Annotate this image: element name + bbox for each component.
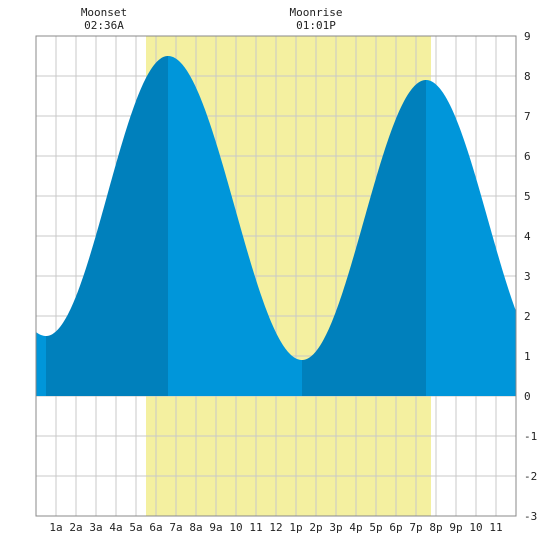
x-tick-label: 2p: [309, 521, 322, 534]
x-tick-label: 3a: [89, 521, 102, 534]
x-tick-label: 8a: [189, 521, 202, 534]
y-tick-label: 8: [524, 70, 531, 83]
x-tick-label: 10: [469, 521, 482, 534]
moonset-label: Moonset: [81, 6, 127, 19]
x-tick-label: 1a: [49, 521, 62, 534]
x-tick-label: 5p: [369, 521, 382, 534]
x-tick-label: 2a: [69, 521, 82, 534]
y-tick-label: -2: [524, 470, 537, 483]
y-tick-label: 1: [524, 350, 531, 363]
x-tick-label: 11: [489, 521, 502, 534]
moonrise-label: Moonrise: [290, 6, 343, 19]
y-tick-label: 0: [524, 390, 531, 403]
tide-segment-ebb: [168, 56, 302, 396]
x-tick-labels: 1a 2a 3a 4a 5a 6a 7a 8a 9a 10 11 12 1p 2p 3p 4p 5p 6p 7p 8p…: [49, 521, 502, 534]
y-tick-label: 7: [524, 110, 531, 123]
x-tick-label: 6p: [389, 521, 402, 534]
moonrise-time: 01:01P: [296, 19, 336, 32]
x-tick-label: 6a: [149, 521, 162, 534]
y-tick-label: -1: [524, 430, 537, 443]
tide-area: [36, 56, 516, 396]
y-tick-label: 9: [524, 30, 531, 43]
tide-segment-flood: [302, 80, 426, 396]
x-tick-label: 7p: [409, 521, 422, 534]
x-tick-label: 10: [229, 521, 242, 534]
x-tick-label: 9p: [449, 521, 462, 534]
x-tick-label: 5a: [129, 521, 142, 534]
y-tick-label: 2: [524, 310, 531, 323]
tide-segment-ebb: [36, 332, 46, 396]
y-tick-label: -3: [524, 510, 537, 523]
moonset-time: 02:36A: [84, 19, 124, 32]
x-tick-label: 11: [249, 521, 262, 534]
x-tick-label: 4a: [109, 521, 122, 534]
tide-segment-ebb: [426, 80, 516, 396]
y-tick-label: 4: [524, 230, 531, 243]
y-tick-label: 3: [524, 270, 531, 283]
x-tick-label: 9a: [209, 521, 222, 534]
x-tick-label: 4p: [349, 521, 362, 534]
y-tick-label: 6: [524, 150, 531, 163]
x-tick-label: 1p: [289, 521, 302, 534]
x-tick-label: 12: [269, 521, 282, 534]
x-tick-label: 8p: [429, 521, 442, 534]
x-tick-label: 7a: [169, 521, 182, 534]
y-tick-labels: -3 -2 -1 0 1 2 3 4 5 6 7 8 9: [524, 30, 537, 523]
y-tick-label: 5: [524, 190, 531, 203]
tide-segment-flood: [46, 56, 168, 396]
x-tick-label: 3p: [329, 521, 342, 534]
plot-border: [35, 35, 517, 517]
